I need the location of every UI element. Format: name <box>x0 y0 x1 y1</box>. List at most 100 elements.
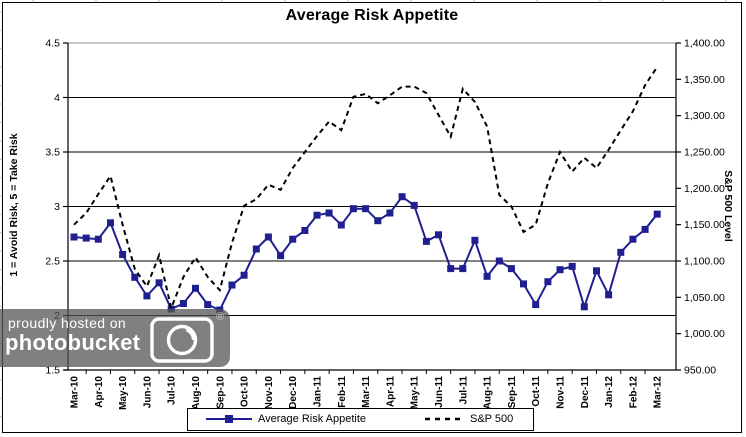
watermark-text-line1: proudly hosted on <box>8 315 127 331</box>
sp500-dashed-line <box>73 66 659 312</box>
x-axis-month-label: Oct-10 <box>240 376 251 408</box>
right-axis-tick-label: 1,100.00 <box>684 256 725 268</box>
x-axis-month-label: Feb-11 <box>337 376 348 408</box>
data-point-marker <box>204 301 212 309</box>
data-point-marker <box>362 205 370 213</box>
right-axis-tick-label: 1,150.00 <box>684 219 725 231</box>
data-point-marker <box>70 233 78 241</box>
left-axis-tick-label: 3 <box>54 201 60 213</box>
data-point-marker <box>605 291 613 299</box>
right-axis-tick-label: 1,050.00 <box>684 292 725 304</box>
right-axis-tick-label: 1,000.00 <box>684 328 725 340</box>
data-point-marker <box>289 235 297 243</box>
right-axis-tick-label: 1,300.00 <box>684 110 725 122</box>
legend-sample-risk-line <box>206 415 252 423</box>
x-axis-month-label: Nov-10 <box>264 376 275 410</box>
data-point-marker <box>447 265 455 273</box>
x-axis-month-label: Apr-10 <box>94 376 105 408</box>
watermark-text-line2: photobucket <box>5 330 141 355</box>
data-point-marker <box>629 235 637 243</box>
data-point-marker <box>337 221 345 229</box>
x-axis-month-label: Jul-10 <box>167 376 178 405</box>
data-point-marker <box>349 205 357 213</box>
data-point-marker <box>617 248 625 256</box>
data-point-marker <box>228 281 236 289</box>
x-axis-month-label: Aug-10 <box>191 376 202 410</box>
data-point-marker <box>410 201 418 209</box>
data-point-marker <box>435 231 442 239</box>
x-axis-month-label: Sep-11 <box>507 376 518 409</box>
x-axis-month-label: Nov-11 <box>556 376 567 409</box>
x-axis-month-label: Mar-11 <box>361 376 372 408</box>
x-axis-month-label: Dec-10 <box>288 376 299 409</box>
x-axis-month-label: Jun-11 <box>434 376 445 408</box>
data-point-marker <box>252 245 260 253</box>
x-axis-month-label: Oct-11 <box>531 376 542 407</box>
data-point-marker <box>459 265 467 273</box>
data-point-marker <box>155 279 163 287</box>
right-axis-tick-label: 1,350.00 <box>684 74 725 86</box>
x-axis-month-label: Dec-11 <box>580 376 591 409</box>
right-axis-tick-label: 1,250.00 <box>684 147 725 159</box>
data-point-marker <box>544 278 552 286</box>
data-point-marker <box>593 267 600 275</box>
x-axis-month-label: Apr-11 <box>385 376 396 408</box>
data-point-marker <box>471 236 479 244</box>
legend-sample-sp500-line <box>425 417 463 421</box>
data-point-marker <box>641 225 649 233</box>
data-point-marker <box>240 271 248 279</box>
registered-trademark-symbol: ® <box>216 311 225 323</box>
data-point-marker <box>313 211 321 219</box>
x-axis-month-label: Sep-10 <box>215 376 226 409</box>
data-point-marker <box>386 209 394 217</box>
data-point-marker <box>653 210 661 218</box>
data-point-marker <box>568 262 576 270</box>
x-axis-month-label: Jan-12 <box>604 376 615 408</box>
data-point-marker <box>532 301 540 309</box>
chart-legend: Average Risk Appetite S&P 500 <box>187 408 534 431</box>
data-point-marker <box>398 193 406 201</box>
x-axis-month-label: Jul-11 <box>458 376 469 405</box>
x-axis-month-label: Aug-11 <box>483 376 494 410</box>
data-point-marker <box>179 300 187 307</box>
left-axis-tick-label: 2.5 <box>45 256 60 268</box>
data-point-marker <box>264 233 272 241</box>
data-point-marker <box>422 237 430 245</box>
data-point-marker <box>483 272 491 280</box>
data-point-marker <box>556 266 564 274</box>
x-axis-month-label: Feb-12 <box>628 376 639 409</box>
legend-label-risk: Average Risk Appetite <box>258 413 367 425</box>
left-axis-tick-label: 3.5 <box>45 147 60 159</box>
data-point-marker <box>580 303 588 311</box>
data-point-marker <box>119 251 127 258</box>
photobucket-watermark: proudly hosted on photobucket ® <box>0 309 230 367</box>
left-axis-tick-label: 1.5 <box>45 365 60 377</box>
data-point-marker <box>495 257 503 265</box>
x-axis-month-label: May-10 <box>118 376 129 410</box>
x-axis-month-label: May-11 <box>410 376 421 410</box>
right-axis-tick-label: 950.00 <box>684 365 716 377</box>
sp500-series <box>73 66 659 312</box>
x-axis-month-label: Mar-10 <box>70 376 81 409</box>
data-point-marker <box>192 284 199 292</box>
data-point-marker <box>301 227 309 234</box>
chart-title: Average Risk Appetite <box>285 7 459 24</box>
x-axis-month-label: Jan-11 <box>313 376 324 408</box>
right-axis-tick-label: 1,400.00 <box>684 38 725 50</box>
data-point-marker <box>507 265 515 273</box>
risk-appetite-line <box>73 195 658 312</box>
data-point-marker <box>131 273 139 281</box>
data-point-marker <box>82 234 90 242</box>
data-point-marker <box>374 217 382 225</box>
data-point-marker <box>107 219 114 227</box>
right-axis-tick-label: 1,200.00 <box>684 183 725 195</box>
left-axis-tick-label: 4 <box>54 92 60 104</box>
data-point-marker <box>277 252 285 260</box>
legend-label-sp500: S&P 500 <box>470 413 514 425</box>
data-point-marker <box>143 292 151 300</box>
x-axis-month-label: Jun-10 <box>142 376 153 409</box>
left-axis-tick-label: 4.5 <box>45 38 60 50</box>
x-axis-month-label: Mar-12 <box>653 376 664 409</box>
